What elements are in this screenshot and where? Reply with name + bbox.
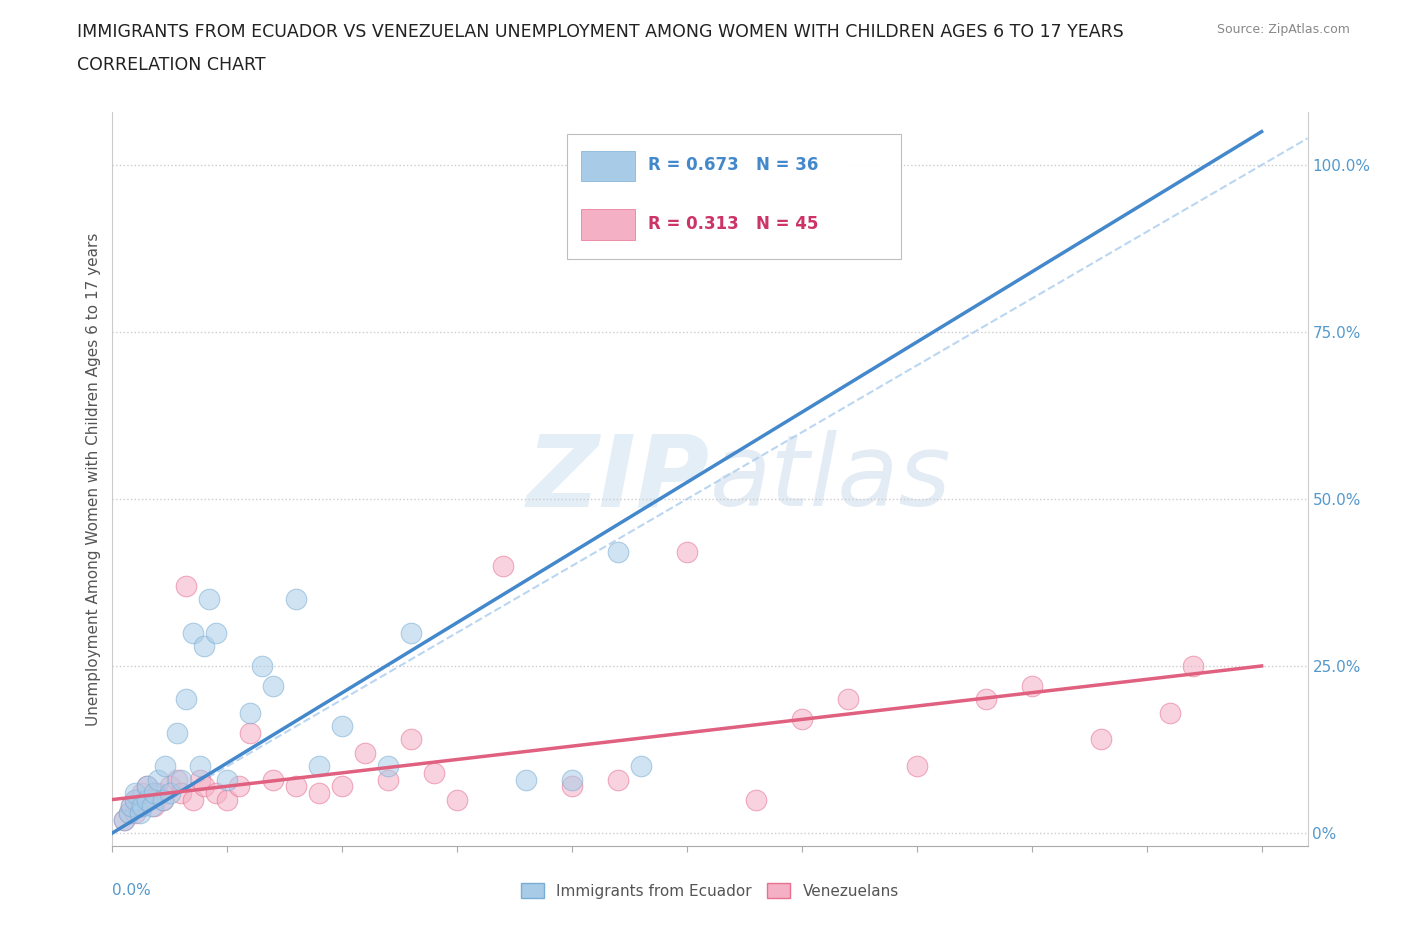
Point [174,578,197,593]
Point [141,799,163,814]
Point [124,786,146,801]
FancyBboxPatch shape [581,151,634,181]
Point [308,786,330,801]
Point [148,772,170,787]
Point [120,799,142,814]
Point [262,679,284,694]
Point [193,778,215,793]
Point [131,786,153,801]
Point [124,805,146,820]
Point [217,792,239,807]
Point [117,805,139,820]
Point [285,778,308,793]
Point [120,799,142,814]
Point [136,778,159,793]
Point [193,639,215,654]
Point [166,772,188,787]
Point [308,759,330,774]
Point [1021,679,1043,694]
FancyBboxPatch shape [581,209,634,240]
Point [131,799,153,814]
Text: atlas: atlas [710,431,952,527]
Point [515,772,537,787]
Point [170,786,193,801]
Point [330,719,353,734]
Point [142,799,165,814]
Point [607,545,630,560]
Text: IMMIGRANTS FROM ECUADOR VS VENEZUELAN UNEMPLOYMENT AMONG WOMEN WITH CHILDREN AGE: IMMIGRANTS FROM ECUADOR VS VENEZUELAN UN… [77,23,1123,41]
Y-axis label: Unemployment Among Women with Children Ages 6 to 17 years: Unemployment Among Women with Children A… [86,232,101,725]
Text: CORRELATION CHART: CORRELATION CHART [77,56,266,73]
Point [285,591,308,606]
Text: R = 0.673   N = 36: R = 0.673 N = 36 [648,156,818,174]
Point [974,692,997,707]
Point [239,705,262,720]
FancyBboxPatch shape [567,134,901,259]
Point [401,732,423,747]
Point [250,658,273,673]
Point [205,786,228,801]
Point [181,792,204,807]
Point [377,759,399,774]
Point [330,778,353,793]
Point [124,792,146,807]
Point [561,778,583,793]
Point [112,812,135,827]
Point [492,558,515,573]
Point [148,786,170,801]
Point [159,778,181,793]
Point [228,778,250,793]
Point [423,765,446,780]
Point [136,792,159,807]
Point [136,778,159,793]
Point [676,545,699,560]
Point [205,625,228,640]
Text: ZIP: ZIP [527,431,710,527]
Point [188,759,211,774]
Point [1090,732,1112,747]
Point [607,772,630,787]
Point [377,772,399,787]
Point [142,786,165,801]
Point [155,759,177,774]
Point [630,759,652,774]
Point [174,692,197,707]
Point [166,725,188,740]
Point [561,772,583,787]
Point [136,792,159,807]
Point [198,591,221,606]
Point [262,772,284,787]
Text: R = 0.313   N = 45: R = 0.313 N = 45 [648,215,818,233]
Point [837,692,859,707]
Text: Source: ZipAtlas.com: Source: ZipAtlas.com [1216,23,1350,36]
Point [790,712,813,727]
Point [152,792,174,807]
Point [129,799,152,814]
Point [239,725,262,740]
Point [124,792,146,807]
Point [170,772,193,787]
Point [159,786,181,801]
Point [446,792,468,807]
Point [1159,705,1181,720]
Point [117,805,139,820]
Point [354,745,377,760]
Text: 0.0%: 0.0% [112,884,152,898]
Point [401,625,423,640]
Point [129,805,152,820]
Point [745,792,768,807]
Point [181,625,204,640]
Point [1181,658,1204,673]
Point [112,812,135,827]
Legend: Immigrants from Ecuador, Venezuelans: Immigrants from Ecuador, Venezuelans [515,877,905,905]
Point [217,772,239,787]
Point [188,772,211,787]
Point [152,792,174,807]
Point [905,759,928,774]
